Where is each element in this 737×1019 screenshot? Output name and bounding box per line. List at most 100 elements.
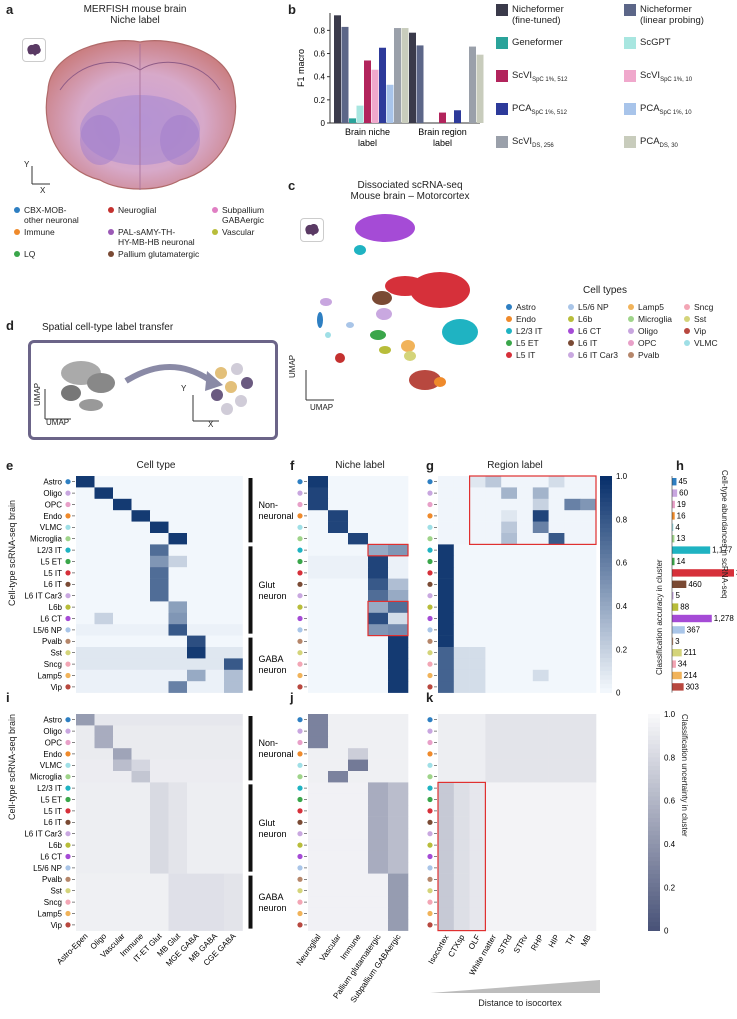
- heatmap-f-cell: [388, 590, 409, 602]
- heatmap-e-cell: [150, 498, 169, 511]
- heatmap-j-cell: [388, 896, 409, 909]
- heatmap-f-cell: [348, 555, 369, 568]
- heatmap-i-cell: [131, 839, 151, 852]
- heatmap-i-cell: [94, 873, 114, 886]
- row-label: VLMC: [40, 523, 62, 532]
- heatmap-f-cell: [368, 578, 389, 591]
- row-dot: [427, 479, 433, 485]
- heatmap-k-cell: [580, 839, 597, 852]
- row-dot: [65, 762, 71, 768]
- abundance-label: 3: [675, 637, 680, 646]
- heatmap-j-cell: [368, 771, 389, 783]
- heatmap-e-cell: [168, 555, 188, 568]
- heatmap-i-cell: [131, 862, 151, 874]
- colorbar-uncertainty-segment: [648, 739, 660, 745]
- row-dot: [427, 774, 433, 780]
- heatmap-j-cell: [308, 725, 329, 738]
- row-dot: [297, 638, 303, 644]
- heatmap-k-cell: [485, 885, 502, 897]
- niche-legend-item: Neuroglial: [108, 205, 156, 215]
- heatmap-k-cell: [532, 828, 549, 840]
- celltype-legend-item: VLMC: [684, 338, 718, 348]
- colorbar-accuracy-segment: [600, 545, 612, 551]
- heatmap-e-cell: [94, 487, 114, 500]
- heatmap-e-cell: [150, 590, 169, 602]
- heatmap-g-cell: [501, 590, 518, 602]
- heatmap-g-cell: [501, 647, 518, 659]
- abundance-label: 1,177: [712, 546, 733, 555]
- legend-dot: [506, 340, 512, 346]
- celltype-legend-label: Sst: [694, 314, 707, 324]
- heatmap-i-cell: [150, 805, 169, 817]
- heatmap-k-cell: [517, 782, 534, 795]
- heatmap-i-cell: [150, 725, 169, 738]
- heatmap-k-cell: [453, 919, 470, 931]
- heatmap-i-cell: [76, 805, 95, 817]
- heatmap-j-cell: [328, 862, 349, 874]
- heatmap-k-cell: [501, 725, 518, 738]
- label-line: neuronal: [259, 511, 294, 521]
- niche-legend-item: PAL-sAMY-TH- HY-MB-HB neuronal: [108, 227, 195, 247]
- heatmap-g-cell: [532, 533, 549, 545]
- row-label: Pvalb: [42, 875, 63, 884]
- heatmap-e-cell: [150, 555, 169, 568]
- heatmap-i-cell: [224, 885, 243, 897]
- heatmap-i-cell: [113, 896, 132, 909]
- celltype-legend-item: L2/3 IT: [506, 326, 542, 336]
- celltype-legend-label: VLMC: [694, 338, 718, 348]
- row-label: L5 ET: [41, 795, 62, 804]
- heatmap-k-cell: [501, 873, 518, 886]
- heatmap-k-cell: [580, 896, 597, 909]
- panel-i-label: i: [6, 690, 10, 705]
- niche-legend-label: Neuroglial: [118, 205, 157, 215]
- row-dot: [427, 615, 433, 622]
- heatmap-i-cell: [113, 885, 132, 897]
- heatmap-k-cell: [564, 793, 581, 806]
- heatmap-g-cell: [517, 658, 534, 671]
- heatmap-j-cell: [308, 885, 329, 897]
- heatmap-f-cell: [308, 498, 329, 511]
- heatmap-e-cell: [131, 647, 151, 659]
- colorbar-uncertainty-segment: [648, 878, 660, 884]
- abundance-label: 367: [687, 625, 701, 634]
- heatmap-e-cell: [94, 521, 114, 534]
- heatmap-j-cell: [368, 885, 389, 897]
- heatmap-i-cell: [113, 714, 132, 726]
- colorbar-uncertainty-segment: [648, 744, 660, 750]
- heatmap-g-cell: [517, 567, 534, 579]
- heatmap-e-cell: [224, 533, 243, 545]
- heatmap-g-cell: [580, 590, 597, 602]
- bar-legend-label: Geneformer: [512, 37, 563, 48]
- column-label: Neuroglial: [295, 932, 323, 967]
- heatmap-f-cell: [328, 578, 349, 591]
- heatmap-g-cell: [501, 601, 518, 614]
- heatmap-e-cell: [94, 544, 114, 557]
- bar: [409, 32, 416, 123]
- heatmap-k-cell: [469, 725, 486, 738]
- heatmap-i-cell: [224, 816, 243, 829]
- legend-dot: [108, 229, 114, 235]
- colorbar-uncertainty-segment: [648, 921, 660, 927]
- heatmap-k-cell: [580, 862, 597, 874]
- bar-legend-label: ScVISpC 1%, 10: [640, 70, 693, 83]
- heatmap-k-cell: [453, 793, 470, 806]
- colorbar-accuracy-segment: [600, 592, 612, 598]
- colorbar-accuracy-segment: [600, 476, 612, 481]
- row-dot: [297, 728, 303, 734]
- heatmap-k-cell: [564, 736, 581, 749]
- heatmap-f-cell: [348, 533, 369, 545]
- heatmap-e-cell: [113, 544, 132, 557]
- abundance-label: 460: [688, 580, 702, 589]
- row-dot: [65, 570, 71, 576]
- panel-c-title: Dissociated scRNA-seq Mouse brain – Moto…: [310, 180, 510, 202]
- heatmap-g-cell: [501, 635, 518, 648]
- row-label: Lamp5: [38, 909, 63, 918]
- heatmap-k-cell: [438, 839, 455, 852]
- heatmap-i-cell: [205, 873, 225, 886]
- heatmap-i-cell: [94, 805, 114, 817]
- colorbar-accuracy-segment: [600, 553, 612, 559]
- row-dot: [297, 524, 303, 530]
- row-label: L5 ET: [41, 557, 62, 566]
- heatmap-j-cell: [368, 839, 389, 852]
- heatmap-i-cell: [205, 793, 225, 806]
